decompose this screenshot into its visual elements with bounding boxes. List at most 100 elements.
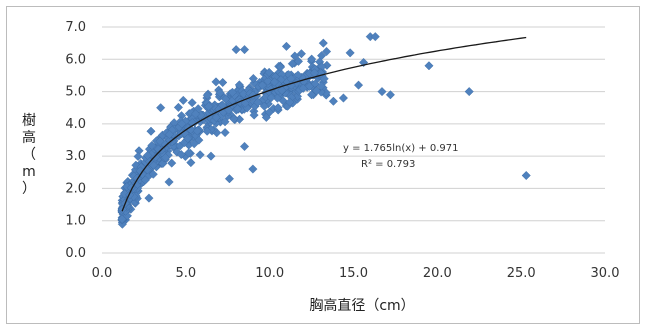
data-point <box>218 77 228 88</box>
data-point <box>261 92 271 102</box>
y-tick-label: 1.0 <box>65 214 86 229</box>
data-point <box>277 85 287 95</box>
data-point <box>195 150 205 160</box>
data-point <box>261 112 271 122</box>
y-axis-title-char: 樹 <box>22 113 36 129</box>
data-point <box>147 140 157 151</box>
data-point <box>259 101 269 111</box>
y-tick-label: 2.0 <box>65 181 86 196</box>
data-point <box>211 77 221 87</box>
data-point <box>220 117 230 127</box>
data-point <box>206 151 216 161</box>
data-point <box>117 214 127 224</box>
data-point <box>273 103 283 113</box>
data-point <box>263 76 273 86</box>
data-point <box>186 158 196 168</box>
data-point <box>156 103 166 113</box>
data-point <box>189 139 199 149</box>
data-point <box>296 49 306 59</box>
data-point <box>277 69 287 79</box>
data-point <box>144 193 154 203</box>
data-point <box>253 97 263 107</box>
data-point <box>345 48 355 58</box>
data-point <box>257 80 267 90</box>
x-tick-label: 20.0 <box>423 266 452 281</box>
data-point <box>211 112 221 123</box>
data-point <box>377 87 387 97</box>
trendline-equation: y = 1.765ln(x) + 0.971 <box>343 143 458 154</box>
data-point <box>240 98 250 108</box>
data-point <box>266 93 276 103</box>
data-point <box>224 174 234 184</box>
data-point <box>183 133 193 144</box>
x-tick-label: 10.0 <box>255 266 284 281</box>
data-point <box>365 32 375 42</box>
data-point <box>133 151 143 162</box>
scatter-chart: 0.0 1.0 2.0 3.0 4.0 5.0 6.0 7.0 0.0 5.0 10.0 15.0 2… <box>22 20 620 314</box>
data-point <box>322 47 332 57</box>
data-point <box>317 62 327 72</box>
x-axis-title: 胸高直径（cm） <box>309 297 414 314</box>
data-point <box>317 51 327 61</box>
data-point <box>187 98 197 108</box>
data-point <box>338 93 348 103</box>
data-point <box>385 90 395 100</box>
data-point <box>248 164 258 174</box>
x-tick-label: 25.0 <box>507 266 536 281</box>
data-point <box>290 51 300 61</box>
data-point <box>293 70 303 80</box>
data-point <box>177 111 187 121</box>
data-point <box>276 62 286 72</box>
data-point <box>227 87 237 97</box>
data-point <box>177 119 187 129</box>
data-point <box>248 74 258 84</box>
data-point <box>229 114 239 124</box>
y-axis-title-char: m <box>22 164 36 180</box>
data-point <box>231 45 241 55</box>
data-point <box>140 175 150 185</box>
r-squared-label: R² = 0.793 <box>361 159 415 170</box>
data-point <box>285 97 295 107</box>
data-point <box>464 87 474 97</box>
data-point <box>354 80 364 90</box>
data-point <box>307 54 317 64</box>
data-point <box>151 152 161 162</box>
data-point <box>233 104 243 114</box>
data-point <box>202 90 212 100</box>
data-point <box>370 32 380 42</box>
data-point <box>173 102 183 112</box>
y-tick-labels: 0.0 1.0 2.0 3.0 4.0 5.0 6.0 7.0 <box>65 20 86 261</box>
data-point <box>239 45 250 55</box>
data-point <box>143 150 153 160</box>
data-point <box>167 158 177 168</box>
chart-frame: 0.0 1.0 2.0 3.0 4.0 5.0 6.0 7.0 0.0 5.0 10.0 15.0 2… <box>6 6 640 324</box>
y-tick-label: 6.0 <box>65 52 86 67</box>
data-point <box>234 80 244 90</box>
data-point <box>269 77 279 87</box>
data-point <box>164 129 174 139</box>
x-tick-label: 30.0 <box>591 266 620 281</box>
data-point <box>281 41 291 51</box>
data-point <box>316 81 326 91</box>
x-tick-label: 5.0 <box>175 266 196 281</box>
data-points <box>117 32 531 229</box>
y-tick-label: 7.0 <box>65 20 86 35</box>
data-point <box>307 90 317 100</box>
data-point <box>318 38 328 48</box>
trendline <box>121 36 527 212</box>
x-tick-label: 0.0 <box>92 266 113 281</box>
data-point <box>176 149 186 160</box>
data-point <box>155 136 165 146</box>
data-point <box>204 101 214 111</box>
data-point <box>328 96 338 106</box>
data-point <box>164 177 174 187</box>
data-point <box>215 88 225 98</box>
data-point <box>169 118 179 128</box>
data-point <box>135 166 145 176</box>
data-point <box>319 74 329 84</box>
data-point <box>161 153 171 163</box>
data-point <box>148 169 158 179</box>
data-point <box>272 93 282 103</box>
data-point <box>264 67 274 77</box>
y-tick-label: 3.0 <box>65 149 86 164</box>
